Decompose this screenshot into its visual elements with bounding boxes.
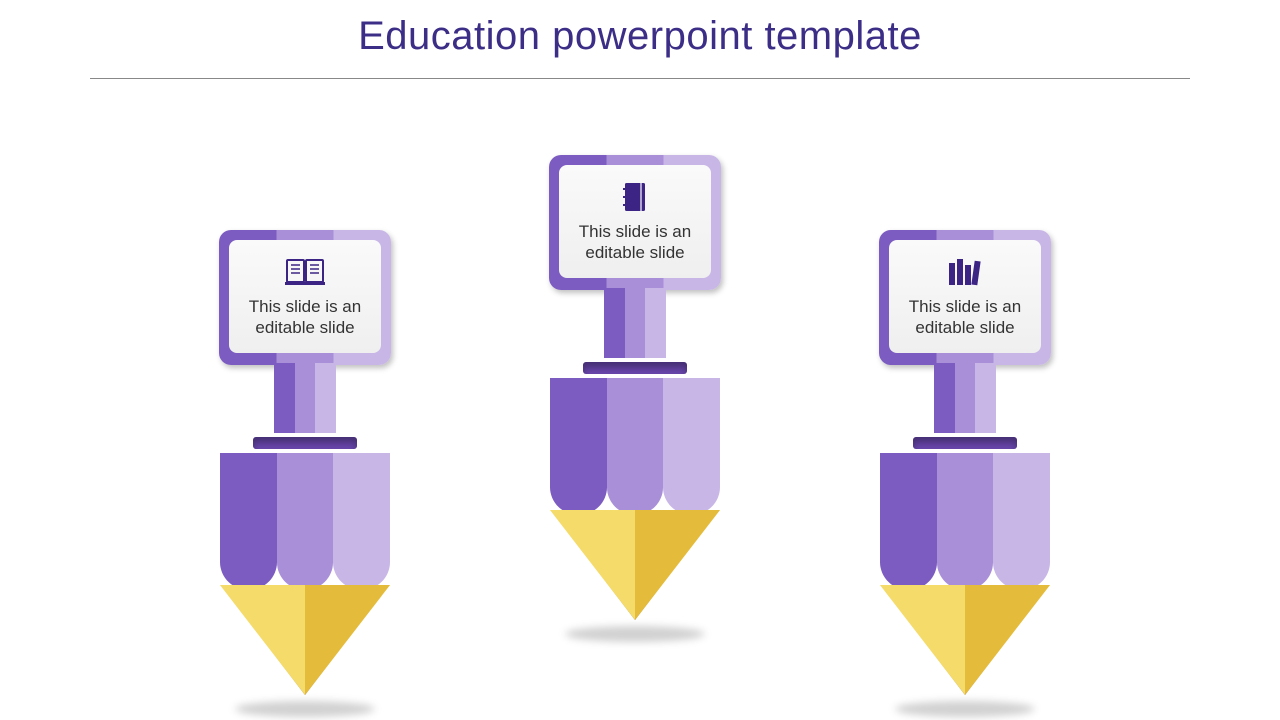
pencil-card: This slide is an editable slide (879, 230, 1051, 365)
pencil-shadow (895, 701, 1035, 717)
pencil-stem (274, 363, 336, 433)
pencil-clip (583, 358, 687, 378)
pencil-body (880, 453, 1050, 563)
pencil-item: This slide is an editable slide (870, 230, 1060, 717)
pencil-card: This slide is an editable slide (219, 230, 391, 365)
pencil-wood (550, 510, 720, 620)
page-title: Education powerpoint template (0, 14, 1280, 59)
pencil-clip (253, 433, 357, 453)
card-caption: This slide is an editable slide (569, 221, 701, 264)
card-caption: This slide is an editable slide (239, 296, 371, 339)
pencil-body (220, 453, 390, 563)
books-icon (899, 254, 1031, 290)
pencil-shadow (565, 626, 705, 642)
pencil-stem (604, 288, 666, 358)
open-book-icon (239, 254, 371, 290)
pencil-item: This slide is an editable slide (210, 230, 400, 717)
card-inner: This slide is an editable slide (229, 240, 381, 353)
pencil-stem (934, 363, 996, 433)
pencil-wood (880, 585, 1050, 695)
card-inner: This slide is an editable slide (559, 165, 711, 278)
pencil-wood (220, 585, 390, 695)
pencil-shadow (235, 701, 375, 717)
pencil-body (550, 378, 720, 488)
title-divider (90, 78, 1190, 79)
card-caption: This slide is an editable slide (899, 296, 1031, 339)
card-inner: This slide is an editable slide (889, 240, 1041, 353)
pencil-card: This slide is an editable slide (549, 155, 721, 290)
pencil-clip (913, 433, 1017, 453)
pencil-item: This slide is an editable slide (540, 155, 730, 642)
notebook-icon (569, 179, 701, 215)
